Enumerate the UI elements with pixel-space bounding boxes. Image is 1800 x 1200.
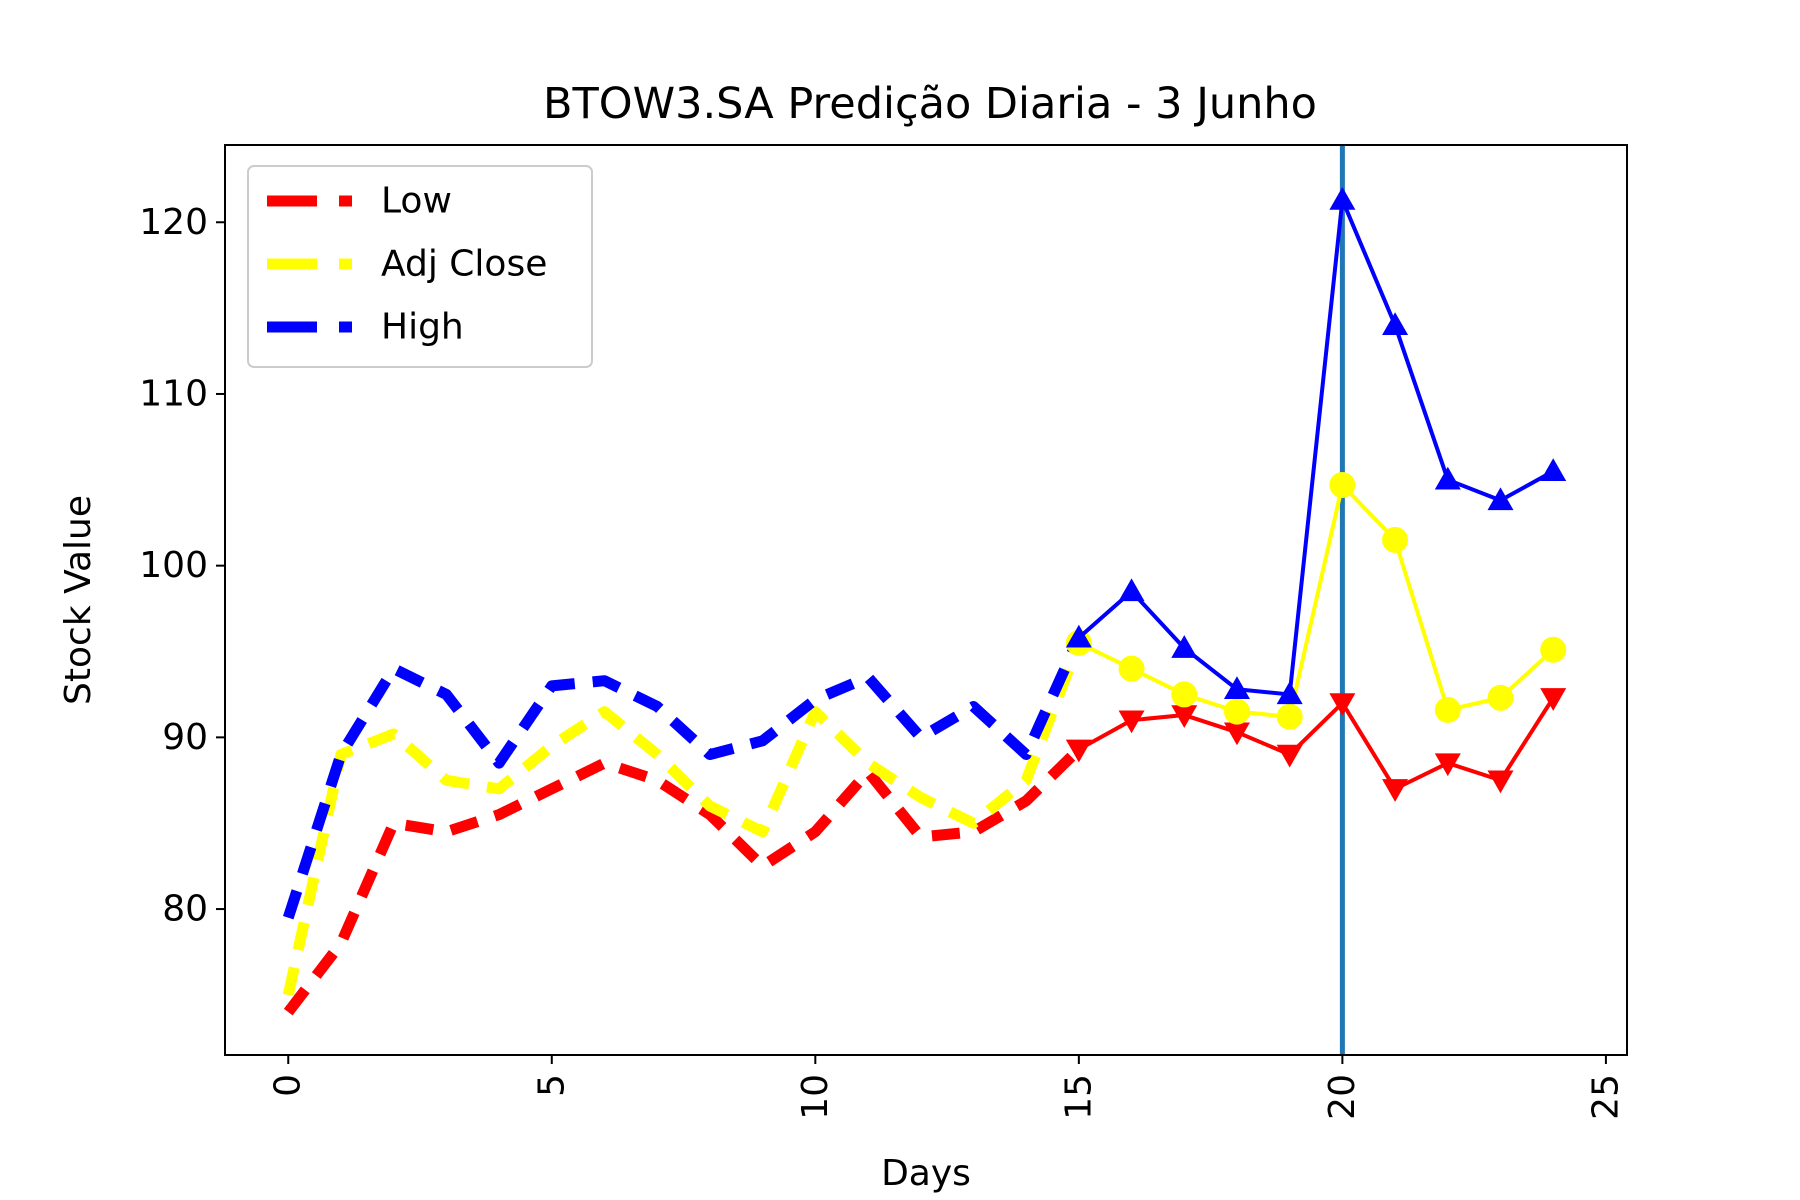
- series-high-point: [1434, 466, 1461, 490]
- x-tick-label: 0: [268, 1074, 309, 1097]
- series-high-point: [1329, 186, 1356, 210]
- series-adj-close-point: [1118, 655, 1145, 682]
- x-tick-label: 10: [795, 1074, 836, 1120]
- series-high-point: [1382, 312, 1409, 336]
- series-adj-close-point: [1487, 684, 1514, 711]
- x-axis-title: Days: [881, 1153, 971, 1194]
- series-adj-close-point: [1540, 636, 1567, 663]
- series-adj-close-point: [1434, 696, 1461, 723]
- y-tick-label: 120: [139, 202, 208, 243]
- series-low-point: [1171, 705, 1198, 729]
- legend-frame: [247, 165, 593, 368]
- legend-label-low: Low: [381, 181, 452, 222]
- series-adj-close-point: [1276, 703, 1303, 730]
- series-low-point: [1540, 688, 1567, 711]
- series-low-predicted-line: [1077, 696, 1555, 791]
- series-high-point: [1487, 487, 1514, 511]
- x-tick-label: 25: [1585, 1074, 1626, 1120]
- series-high-point: [1223, 676, 1250, 700]
- series-adj-close-point: [1329, 471, 1356, 498]
- y-tick-label: 100: [139, 545, 208, 586]
- y-axis-title: Stock Value: [58, 495, 99, 705]
- legend: Low Adj Close High: [247, 165, 593, 368]
- series-low-point: [1382, 779, 1409, 802]
- series-high-point: [1276, 681, 1303, 705]
- series-low-point: [1065, 739, 1092, 763]
- series-low-point: [1118, 710, 1145, 734]
- series-high-point: [1118, 578, 1145, 602]
- plot-frame: [224, 144, 1628, 1056]
- x-axis: 0 5 10 15 20 25: [268, 1055, 1626, 1120]
- y-axis: 80 90 100 110 120: [139, 202, 225, 930]
- legend-label-high: High: [381, 307, 464, 348]
- series-adj-close-historical-line: [282, 640, 1084, 997]
- series-low-point: [1223, 722, 1250, 746]
- legend-label-adj-close: Adj Close: [381, 244, 547, 285]
- series-adj-close-point: [1171, 681, 1198, 708]
- x-tick-label: 15: [1058, 1074, 1099, 1120]
- y-tick-label: 80: [162, 889, 208, 930]
- series-low-point: [1487, 770, 1514, 794]
- series-low-point: [1434, 753, 1461, 777]
- chart-title: BTOW3.SA Predição Diaria - 3 Junho: [543, 79, 1317, 129]
- series-adj-close-predicted-line: [1077, 482, 1555, 719]
- series-high-point: [1171, 635, 1198, 658]
- series-adj-close-point: [1223, 698, 1250, 725]
- x-tick-label: 5: [531, 1074, 572, 1097]
- series-high-point: [1065, 624, 1092, 648]
- series-high-historical-line: [283, 635, 1084, 920]
- series-low-point: [1276, 744, 1303, 768]
- x-tick-label: 20: [1322, 1074, 1363, 1120]
- series-high-predicted-line: [1077, 197, 1555, 697]
- y-tick-label: 90: [162, 717, 208, 758]
- series-low-historical-line: [283, 745, 1083, 1016]
- series-high-point: [1540, 458, 1567, 481]
- series-low-point: [1329, 693, 1356, 717]
- y-tick-label: 110: [139, 373, 208, 414]
- plot-area: [282, 145, 1567, 1055]
- series-adj-close-point: [1382, 526, 1409, 553]
